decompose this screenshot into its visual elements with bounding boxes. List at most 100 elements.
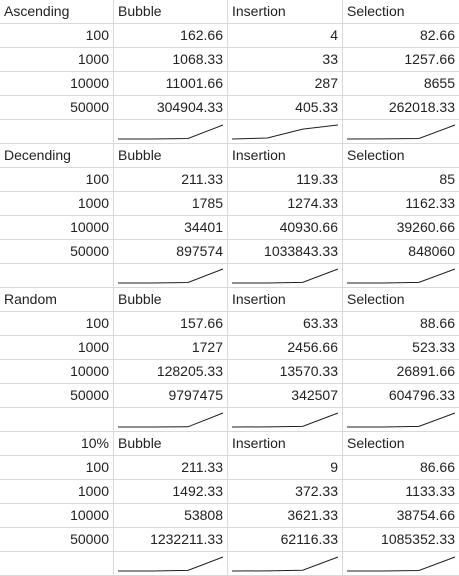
selection-value-cell[interactable]: 38754.66 [396, 507, 455, 523]
selection-value-cell[interactable]: 1162.33 [405, 195, 455, 211]
selection-sparkline-cell[interactable] [343, 552, 459, 575]
table-row: 100 211.33 9 86.66 [0, 456, 459, 480]
insertion-sparkline-cell[interactable] [228, 408, 343, 431]
selection-value-cell[interactable]: 262018.33 [388, 99, 455, 115]
bubble-value-cell[interactable]: 1727 [114, 336, 228, 359]
selection-value-cell[interactable]: 82.66 [419, 27, 455, 43]
selection-sparkline-cell[interactable] [343, 264, 459, 287]
column-header-selection[interactable]: Selection [347, 435, 405, 451]
empty-cell[interactable] [0, 408, 114, 431]
table-row: 50000 1232211.33 62116.33 1085352.33 [0, 528, 459, 552]
size-cell[interactable]: 1000 [0, 480, 114, 503]
insertion-sparkline-path [232, 268, 339, 284]
selection-sparkline-cell[interactable] [343, 408, 459, 431]
selection-value-cell[interactable]: 85 [439, 171, 455, 187]
bubble-value-cell[interactable]: 211.33 [114, 456, 228, 479]
insertion-sparkline [231, 124, 339, 140]
insertion-value-cell[interactable]: 4 [228, 24, 343, 47]
column-header-bubble[interactable]: Bubble [114, 0, 228, 23]
size-cell[interactable]: 1000 [0, 336, 114, 359]
bubble-value-cell[interactable]: 211.33 [114, 168, 228, 191]
size-cell[interactable]: 100 [0, 168, 114, 191]
insertion-value-cell[interactable]: 372.33 [228, 480, 343, 503]
selection-value-cell[interactable]: 8655 [423, 75, 455, 91]
insertion-value-cell[interactable]: 2456.66 [228, 336, 343, 359]
insertion-value-cell[interactable]: 3621.33 [228, 504, 343, 527]
bubble-sparkline-cell[interactable] [114, 264, 228, 287]
bubble-value-cell[interactable]: 157.66 [114, 312, 228, 335]
bubble-value-cell[interactable]: 53808 [114, 504, 228, 527]
selection-value-cell[interactable]: 1257.66 [404, 51, 455, 67]
bubble-sparkline-cell[interactable] [114, 120, 228, 143]
insertion-value-cell[interactable]: 342507 [228, 384, 343, 407]
size-cell[interactable]: 10000 [0, 504, 114, 527]
bubble-value-cell[interactable]: 9797475 [114, 384, 228, 407]
insertion-value-cell[interactable]: 62116.33 [228, 528, 343, 551]
insertion-value-cell[interactable]: 119.33 [228, 168, 343, 191]
selection-value-cell[interactable]: 604796.33 [388, 387, 455, 403]
insertion-value-cell[interactable]: 13570.33 [228, 360, 343, 383]
insertion-value-cell[interactable]: 1033843.33 [228, 240, 343, 263]
bubble-value-cell[interactable]: 1232211.33 [114, 528, 228, 551]
bubble-sparkline-cell[interactable] [114, 552, 228, 575]
block-label-cell[interactable]: Random [0, 288, 114, 311]
bubble-value-cell[interactable]: 128205.33 [114, 360, 228, 383]
size-cell[interactable]: 10000 [0, 360, 114, 383]
bubble-value-cell[interactable]: 1068.33 [114, 48, 228, 71]
size-cell[interactable]: 50000 [0, 528, 114, 551]
size-cell[interactable]: 1000 [0, 48, 114, 71]
selection-value-cell[interactable]: 1133.33 [405, 483, 455, 499]
column-header-selection[interactable]: Selection [347, 3, 405, 19]
column-header-insertion[interactable]: Insertion [228, 432, 343, 455]
selection-sparkline-cell[interactable] [343, 120, 459, 143]
bubble-value-cell[interactable]: 1785 [114, 192, 228, 215]
block-label-cell[interactable]: Decending [0, 144, 114, 167]
column-header-insertion[interactable]: Insertion [228, 0, 343, 23]
size-cell[interactable]: 10000 [0, 216, 114, 239]
insertion-value-cell[interactable]: 9 [228, 456, 343, 479]
size-cell[interactable]: 100 [0, 24, 114, 47]
insertion-value-cell[interactable]: 33 [228, 48, 343, 71]
insertion-value-cell[interactable]: 405.33 [228, 96, 343, 119]
selection-value-cell[interactable]: 523.33 [412, 339, 455, 355]
insertion-value-cell[interactable]: 1274.33 [228, 192, 343, 215]
column-header-bubble[interactable]: Bubble [114, 144, 228, 167]
bubble-value-cell[interactable]: 1492.33 [114, 480, 228, 503]
insertion-sparkline-cell[interactable] [228, 552, 343, 575]
column-header-selection[interactable]: Selection [347, 147, 405, 163]
empty-cell[interactable] [0, 120, 114, 143]
block-label-cell[interactable]: 10% [0, 432, 114, 455]
insertion-sparkline-cell[interactable] [228, 264, 343, 287]
empty-cell[interactable] [0, 264, 114, 287]
insertion-value-cell[interactable]: 63.33 [228, 312, 343, 335]
size-cell[interactable]: 100 [0, 456, 114, 479]
column-header-insertion[interactable]: Insertion [228, 288, 343, 311]
bubble-value-cell[interactable]: 162.66 [114, 24, 228, 47]
block-label-cell[interactable]: Ascending [0, 0, 114, 23]
bubble-sparkline-cell[interactable] [114, 408, 228, 431]
selection-value-cell[interactable]: 848060 [408, 243, 455, 259]
insertion-sparkline-cell[interactable] [228, 120, 343, 143]
insertion-value-cell[interactable]: 287 [228, 72, 343, 95]
column-header-selection[interactable]: Selection [347, 291, 405, 307]
size-cell[interactable]: 1000 [0, 192, 114, 215]
selection-value-cell[interactable]: 1085352.33 [381, 531, 455, 547]
size-cell[interactable]: 50000 [0, 384, 114, 407]
size-cell[interactable]: 10000 [0, 72, 114, 95]
selection-value-cell[interactable]: 88.66 [419, 315, 455, 331]
bubble-value-cell[interactable]: 304904.33 [114, 96, 228, 119]
column-header-bubble[interactable]: Bubble [114, 432, 228, 455]
empty-cell[interactable] [0, 552, 114, 575]
selection-value-cell[interactable]: 26891.66 [396, 363, 455, 379]
bubble-value-cell[interactable]: 34401 [114, 216, 228, 239]
selection-value-cell[interactable]: 86.66 [419, 459, 455, 475]
size-cell[interactable]: 100 [0, 312, 114, 335]
column-header-insertion[interactable]: Insertion [228, 144, 343, 167]
insertion-value-cell[interactable]: 40930.66 [228, 216, 343, 239]
column-header-bubble[interactable]: Bubble [114, 288, 228, 311]
bubble-value-cell[interactable]: 11001.66 [114, 72, 228, 95]
size-cell[interactable]: 50000 [0, 240, 114, 263]
size-cell[interactable]: 50000 [0, 96, 114, 119]
selection-value-cell[interactable]: 39260.66 [396, 219, 455, 235]
bubble-value-cell[interactable]: 897574 [114, 240, 228, 263]
